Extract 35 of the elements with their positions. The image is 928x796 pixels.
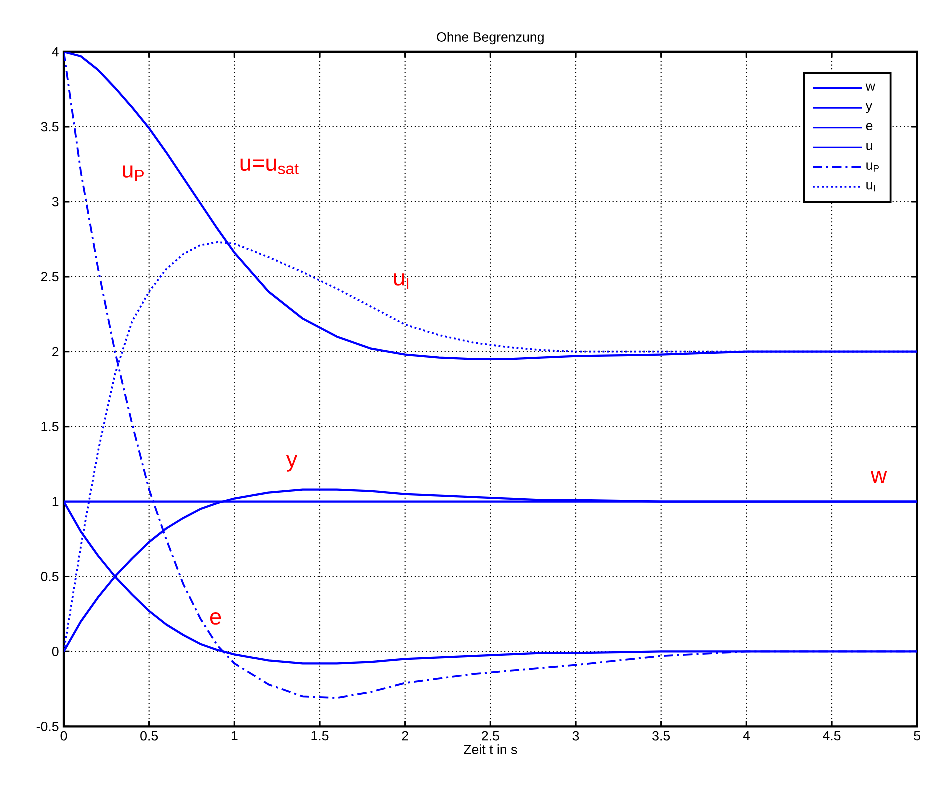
annotation: e [210,612,222,625]
legend-label: u$_{P}$ [866,162,879,172]
y-tick-label: 4 [52,47,59,57]
x-tick-label: 1 [232,731,238,741]
x-tick-label: 3.5 [652,731,670,741]
x-tick-label: 1.5 [312,731,329,741]
x-tick-label: 0 [60,731,68,741]
chart-title: Ohne Begrenzung [437,32,544,45]
x-tick-label: 4 [743,731,750,741]
x-tick-label: 5 [914,731,920,741]
x-tick-label: 4.5 [823,731,841,741]
annotation: u=u$_{sat}$ [240,158,299,174]
x-tick-label: 2 [402,731,408,741]
y-tick-label: 1.5 [42,422,59,432]
x-tick-label: 3 [572,731,580,741]
y-tick-label: 2.5 [41,272,59,282]
legend-label: u [866,143,872,150]
annotation: u$_{P}$ [123,166,144,182]
legend-label: u$_{I}$ [866,182,875,192]
y-tick-label: 3.5 [41,122,59,132]
x-axis-title: Zeit t in s [464,744,518,754]
y-tick-label: 1 [52,497,59,506]
annotation: u$_{I}$ [394,274,409,290]
legend-label: e [866,123,873,131]
legend-label: w [866,84,876,91]
annotation: w [870,471,888,484]
x-tick-label: 0.5 [140,731,158,741]
y-tick-label: 2 [52,347,59,357]
x-tick-label: 2.5 [482,731,500,741]
annotation: y [286,455,298,472]
y-tick-label: 0 [52,646,59,656]
y-tick-label: 0.5 [41,572,59,582]
y-tick-label: -0.5 [36,722,59,732]
legend-label: y [866,104,872,114]
y-tick-label: 3 [52,197,59,207]
